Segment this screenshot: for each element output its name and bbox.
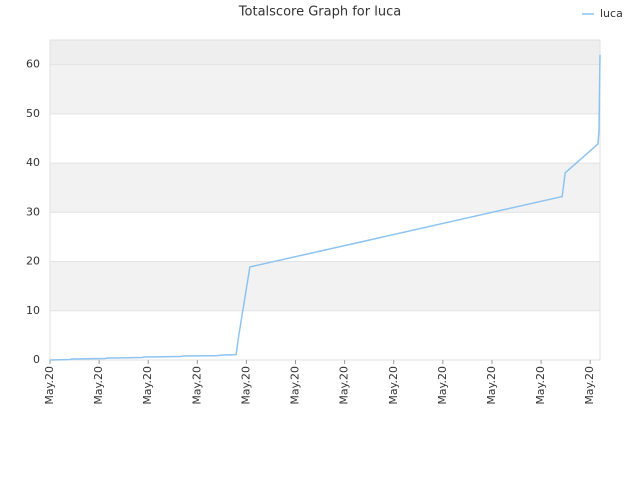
- x-tick-label: May.20: [141, 366, 154, 405]
- plot-band: [50, 64, 600, 114]
- x-tick-label: May.20: [190, 366, 203, 405]
- x-tick-label: May.20: [583, 366, 596, 405]
- x-tick-label: May.20: [436, 366, 449, 405]
- y-tick-label: 50: [26, 107, 40, 120]
- x-tick-label: May.20: [338, 366, 351, 405]
- x-tick-label: May.20: [534, 366, 547, 405]
- x-tick-label: May.20: [43, 366, 56, 405]
- y-tick-label: 40: [26, 156, 40, 169]
- y-tick-label: 60: [26, 58, 40, 71]
- x-tick-label: May.20: [485, 366, 498, 405]
- y-tick-label: 30: [26, 205, 40, 218]
- x-tick-label: May.20: [239, 366, 252, 405]
- y-tick-label: 20: [26, 255, 40, 268]
- chart-title: Totalscore Graph for luca: [238, 5, 401, 20]
- plot-band: [50, 40, 600, 65]
- y-tick-label: 0: [33, 353, 40, 366]
- legend-label: luca: [600, 7, 623, 20]
- x-tick-label: May.20: [387, 366, 400, 405]
- y-tick-label: 10: [26, 304, 40, 317]
- line-series: [49, 54, 601, 361]
- x-tick-label: May.20: [92, 366, 105, 405]
- plot-band: [50, 163, 600, 213]
- x-tick-label: May.20: [289, 366, 302, 405]
- plot-band: [50, 261, 600, 311]
